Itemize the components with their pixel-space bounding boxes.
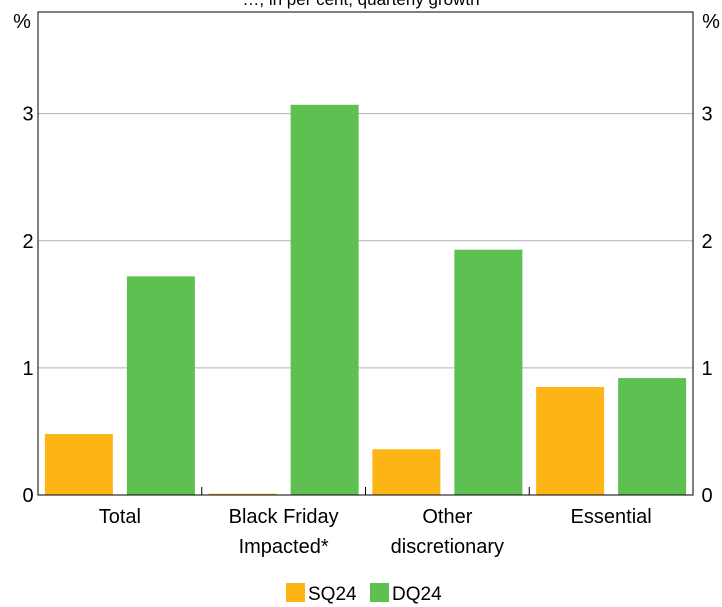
legend-swatch-sq24 xyxy=(286,583,305,602)
bar-sq24 xyxy=(536,386,605,495)
category-label: Essential xyxy=(571,506,652,528)
chart-title: …, in per cent; quarterly growth xyxy=(242,0,479,9)
bar-sq24 xyxy=(208,493,277,495)
bar-dq24 xyxy=(454,249,523,495)
bar-sq24 xyxy=(44,433,113,495)
y-tick-label-right: 0 xyxy=(701,485,712,507)
bar-dq24 xyxy=(618,378,687,495)
category-label: Impacted* xyxy=(239,536,329,558)
plot-frame xyxy=(37,11,694,496)
x-axis-categories: Total Black Friday Impacted* Other discretio… xyxy=(99,506,652,558)
y-tick-label-left: 2 xyxy=(22,231,33,253)
bar-sq24 xyxy=(372,449,441,495)
category-label: Total xyxy=(99,506,141,528)
y-unit-left: % xyxy=(13,11,31,33)
y-tick-label-left: 3 xyxy=(22,104,33,126)
category-label: Black Friday xyxy=(229,506,339,528)
legend-label-sq24: SQ24 xyxy=(308,584,357,605)
y-tick-label-right: 3 xyxy=(701,104,712,126)
bar-dq24 xyxy=(290,104,359,496)
legend-swatch-dq24 xyxy=(370,583,389,602)
y-axis-ticks: 0 0 1 1 2 2 3 3 xyxy=(22,104,712,507)
y-tick-label-left: 0 xyxy=(22,485,33,507)
legend: SQ24 DQ24 xyxy=(286,583,442,605)
legend-label-dq24: DQ24 xyxy=(392,584,442,605)
bar-dq24 xyxy=(126,276,195,495)
category-label: Other xyxy=(422,506,472,528)
y-tick-label-right: 2 xyxy=(701,231,712,253)
y-unit-right: % xyxy=(702,11,720,33)
y-tick-label-right: 1 xyxy=(701,358,712,380)
y-tick-label-left: 1 xyxy=(22,358,33,380)
bars-group xyxy=(44,104,687,496)
category-label: discretionary xyxy=(391,536,504,558)
